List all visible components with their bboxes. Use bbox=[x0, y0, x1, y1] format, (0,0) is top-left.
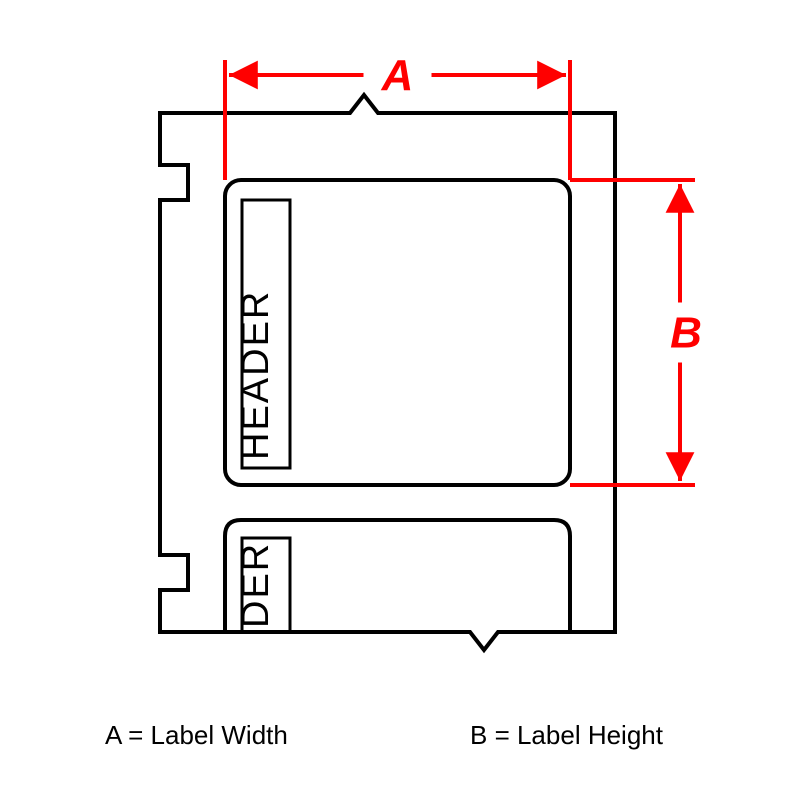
dimA-label: A bbox=[381, 51, 414, 100]
dimB-label: B bbox=[670, 309, 702, 358]
header-text-1: HEADER bbox=[235, 290, 277, 460]
caption-a: A = Label Width bbox=[105, 720, 288, 751]
caption-b: B = Label Height bbox=[470, 720, 663, 751]
header-text-2: DER bbox=[235, 542, 277, 628]
